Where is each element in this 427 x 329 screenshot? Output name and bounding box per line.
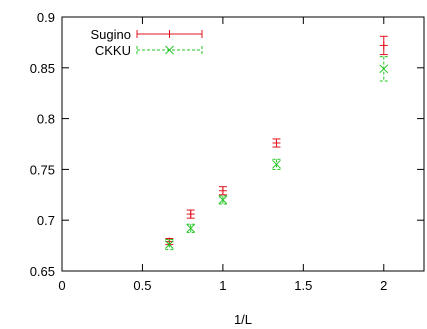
point-marker	[186, 223, 196, 233]
y-tick-label: 0.65	[30, 264, 55, 279]
data-point	[272, 138, 281, 148]
y-tick-label: 0.8	[37, 112, 55, 127]
data-layer	[164, 35, 389, 251]
y-tick-label: 0.9	[37, 10, 55, 25]
x-tick-label: 2	[380, 278, 387, 293]
data-point	[218, 195, 228, 205]
point-marker	[218, 186, 227, 195]
data-point	[186, 223, 196, 233]
x-tick-label: 0.5	[133, 278, 151, 293]
point-marker	[379, 41, 388, 50]
ticks	[61, 16, 424, 272]
x-tick-label: 0	[58, 278, 65, 293]
legend-marker	[165, 30, 174, 38]
point-marker	[164, 240, 174, 249]
legend-marker	[165, 45, 174, 55]
point-marker	[218, 195, 228, 205]
legend-label: Sugino	[91, 27, 131, 42]
marker-stroke	[218, 195, 228, 205]
marker-stroke	[164, 240, 174, 249]
y-tick-label: 0.7	[37, 213, 55, 228]
y-tick-label: 0.75	[30, 162, 55, 177]
point-marker	[186, 210, 195, 219]
data-point	[186, 209, 195, 219]
point-marker	[272, 159, 281, 169]
marker-stroke	[379, 64, 389, 74]
plot-frame	[61, 16, 425, 272]
data-point	[379, 56, 389, 82]
data-point	[379, 35, 388, 56]
x-tick-label: 1.5	[294, 278, 312, 293]
data-point	[272, 158, 281, 170]
point-marker	[272, 138, 281, 147]
point-marker	[379, 64, 389, 74]
legend-label: CKKU	[95, 43, 131, 58]
y-tick-label: 0.85	[30, 61, 55, 76]
tick-labels: 0 0.5 1 1.5 2 0.65 0.7 0.75 0.8 0.85 0.9	[30, 10, 388, 293]
data-point	[218, 186, 227, 196]
marker-stroke	[272, 159, 281, 169]
x-tick-label: 1	[219, 278, 226, 293]
marker-stroke	[165, 45, 174, 55]
x-axis-title: 1/L	[234, 312, 252, 327]
marker-stroke	[186, 223, 196, 233]
data-point	[164, 239, 174, 251]
